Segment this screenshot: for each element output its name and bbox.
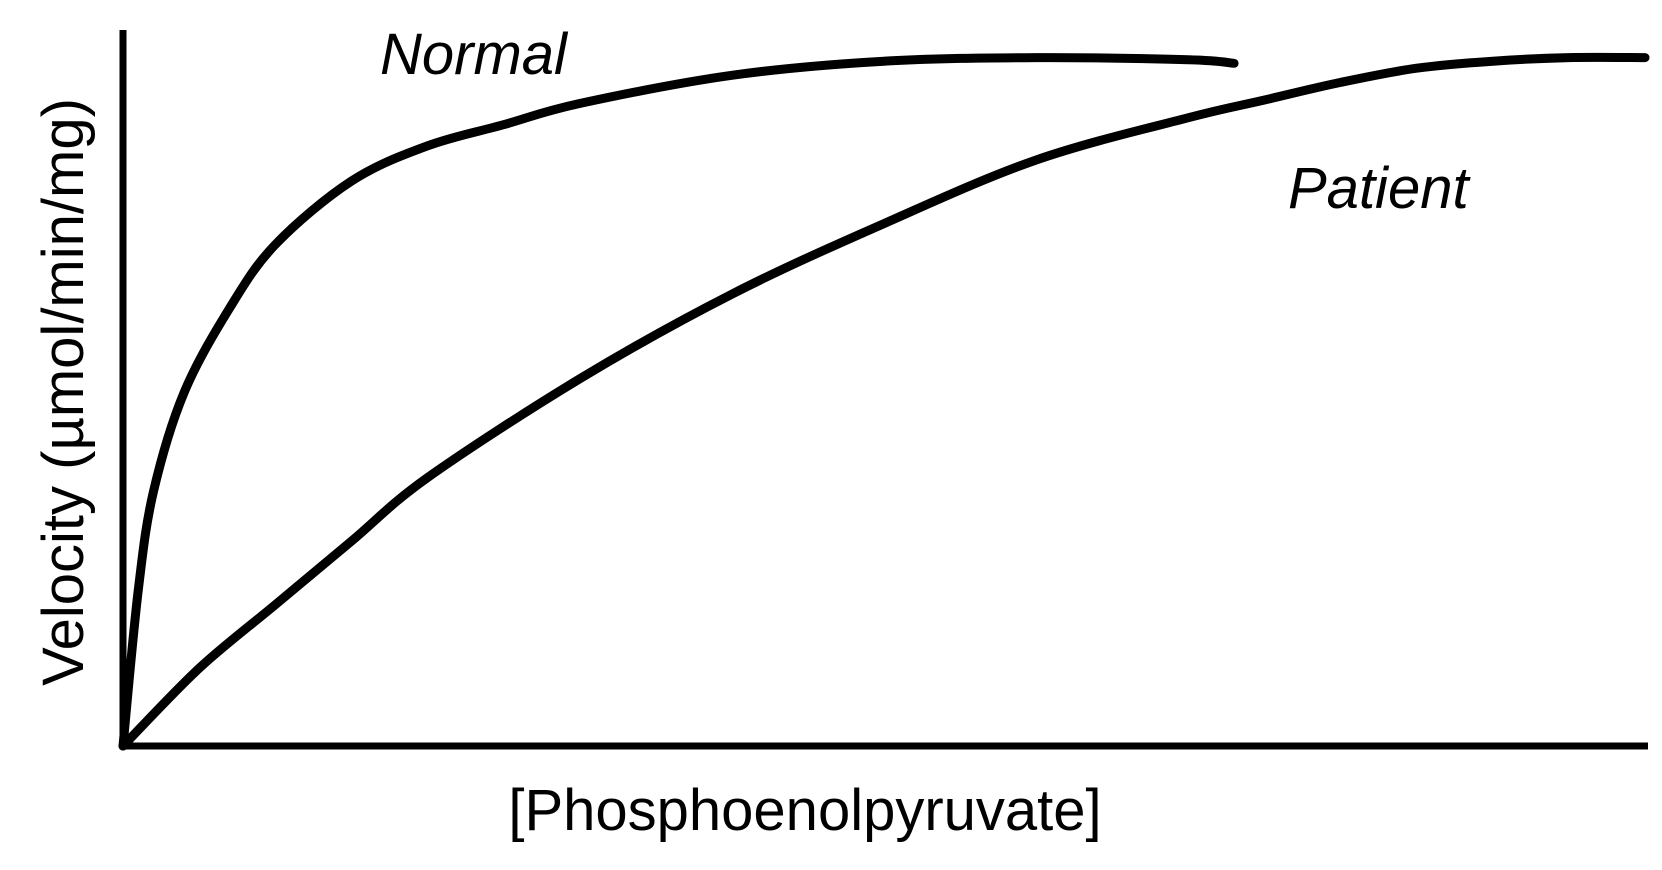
series-label-normal: Normal	[380, 22, 569, 87]
series-label-patient: Patient	[1288, 156, 1471, 221]
x-axis-label: [Phosphoenolpyruvate]	[508, 778, 1101, 843]
series-line-normal	[118, 53, 1239, 751]
plot-area	[118, 52, 1650, 751]
series-line-patient	[118, 52, 1650, 751]
y-axis-label: Velocity (µmol/min/mg)	[31, 98, 96, 686]
